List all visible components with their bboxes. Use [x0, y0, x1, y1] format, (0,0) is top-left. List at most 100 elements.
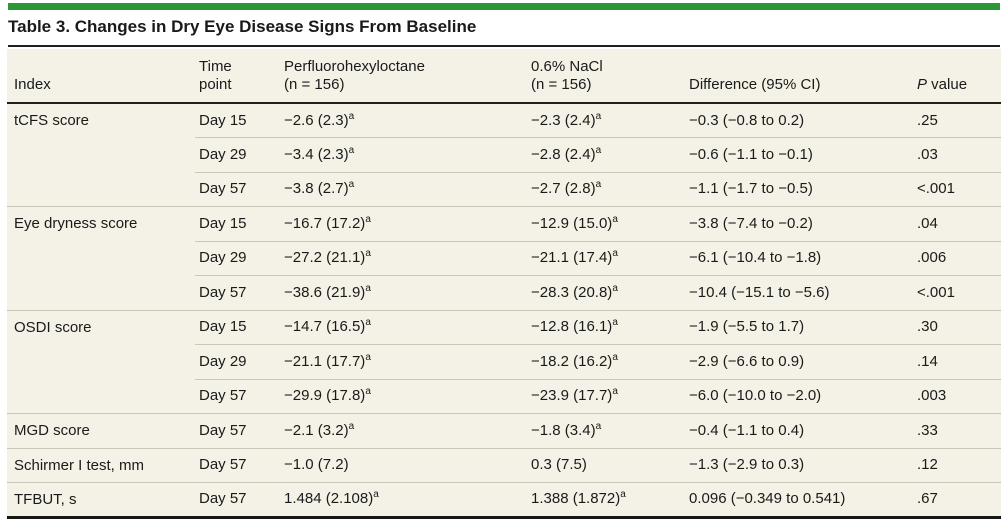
timepoint-cell: Day 57 [195, 447, 280, 483]
col-header-nacl: 0.6% NaCl (n = 156) [527, 49, 685, 104]
timepoint-cell: Day 57 [195, 378, 280, 414]
nacl-cell: 1.388 (1.872)a [527, 482, 685, 517]
difference-cell: −0.4 (−1.1 to 0.4) [685, 413, 913, 448]
timepoint-cell: Day 29 [195, 240, 280, 276]
difference-cell: −2.9 (−6.6 to 0.9) [685, 344, 913, 379]
table-accent-bar [8, 3, 1000, 10]
timepoint-cell: Day 57 [195, 275, 280, 310]
pvalue-cell: .25 [917, 111, 938, 129]
table-row: TFBUT, s Day 57 1.484 (2.108)a 1.388 (1.872… [7, 482, 1001, 517]
table-body: tCFS score Day 15 −2.6 (2.3)a −2.3 (2.4)a −0… [7, 103, 1001, 517]
table-row: Day 57 −3.8 (2.7)a −2.7 (2.8)a −1.1 (−1.7 t… [7, 171, 1001, 207]
footnote-marker: a [612, 282, 618, 294]
footnote-marker: a [348, 110, 355, 122]
footnote-marker: a [365, 351, 371, 363]
timepoint-cell: Day 15 [195, 206, 280, 241]
col-header-difference: Difference (95% CI) [685, 49, 913, 104]
perfluorohexyloctane-cell: −3.8 (2.7)a [280, 171, 527, 207]
nacl-cell: −18.2 (16.2)a [527, 344, 685, 379]
table-row: Day 29 −21.1 (17.7)a −18.2 (16.2)a −2.9 (−6… [7, 344, 1001, 379]
table-row: Schirmer I test, mm Day 57 −1.0 (7.2) 0.3 (… [7, 447, 1001, 483]
footnote-marker: a [365, 248, 371, 260]
col-header-index: Index [7, 49, 195, 104]
table-row: tCFS score Day 15 −2.6 (2.3)a −2.3 (2.4)a −0… [7, 103, 1001, 138]
perfluorohexyloctane-cell: −2.6 (2.3)a [284, 110, 355, 129]
pvalue-cell: .04 [913, 206, 1001, 241]
index-cell: OSDI score [7, 309, 195, 414]
footnote-marker: a [612, 386, 618, 398]
pvalue-cell: .30 [913, 309, 1001, 345]
nacl-cell: −21.1 (17.4)a [527, 240, 685, 276]
index-cell: Eye dryness score [7, 206, 195, 310]
pvalue-cell: .67 [913, 482, 1001, 517]
nacl-cell: −28.3 (20.8)a [527, 275, 685, 310]
table-row: Day 29 −27.2 (21.1)a −21.1 (17.4)a −6.1 (−1… [7, 240, 1001, 276]
perfluorohexyloctane-cell: −2.1 (3.2)a [280, 413, 527, 448]
difference-cell: −0.6 (−1.1 to −0.1) [685, 137, 913, 172]
table-row: Day 29 −3.4 (2.3)a −2.8 (2.4)a −0.6 (−1.1 t… [7, 137, 1001, 172]
table-row: OSDI score Day 15 −14.7 (16.5)a −12.8 (16.1… [7, 309, 1001, 414]
difference-cell: −6.1 (−10.4 to −1.8) [685, 240, 913, 276]
footnote-marker: a [365, 213, 371, 225]
perfluorohexyloctane-cell: −38.6 (21.9)a [280, 275, 527, 310]
perfluorohexyloctane-cell: −27.2 (21.1)a [280, 240, 527, 276]
nacl-cell: −2.8 (2.4)a [527, 137, 685, 172]
footnote-marker: a [612, 351, 618, 363]
col-header-pvalue: P value [913, 49, 1001, 104]
pvalue-cell: <.001 [913, 275, 1001, 310]
pvalue-cell: <.001 [913, 171, 1001, 207]
index-cell: Schirmer I test, mm [7, 447, 195, 483]
footnote-marker: a [612, 248, 618, 260]
footnote-marker: a [348, 144, 355, 156]
nacl-cell: −12.8 (16.1)a [527, 309, 685, 345]
pvalue-cell: .12 [913, 447, 1001, 483]
perfluorohexyloctane-cell: −29.9 (17.8)a [280, 378, 527, 414]
pvalue-rest: value [927, 76, 968, 93]
footnote-marker: a [373, 489, 379, 501]
difference-cell: −6.0 (−10.0 to −2.0) [685, 378, 913, 414]
timepoint-cell: Day 29 [195, 344, 280, 379]
footnote-marker: a [595, 179, 602, 191]
nacl-cell: 0.3 (7.5) [527, 447, 685, 483]
nacl-cell: −2.7 (2.8)a [527, 171, 685, 207]
perfluorohexyloctane-cell: −16.7 (17.2)a [280, 206, 527, 241]
nacl-cell: −2.3 (2.4)a [531, 110, 602, 129]
col-header-perfluorohexyloctane: Perfluorohexyloctane (n = 156) [280, 49, 527, 104]
difference-cell: −10.4 (−15.1 to −5.6) [685, 275, 913, 310]
difference-cell: 0.096 (−0.349 to 0.541) [685, 482, 913, 517]
pvalue-cell: .03 [913, 137, 1001, 172]
nacl-cell: −12.9 (15.0)a [527, 206, 685, 241]
pvalue-cell: .003 [913, 378, 1001, 414]
index-cell: tCFS score [14, 112, 90, 129]
timepoint-cell: Day 57 [195, 482, 280, 517]
table-row: Day 57 −29.9 (17.8)a −23.9 (17.7)a −6.0 (−1… [7, 378, 1001, 414]
index-cell: MGD score [7, 413, 195, 448]
footnote-marker: a [348, 179, 355, 191]
footnote-marker: a [365, 317, 371, 329]
difference-cell: −1.9 (−5.5 to 1.7) [685, 309, 913, 345]
footnote-marker: a [365, 282, 371, 294]
pvalue-cell: .006 [913, 240, 1001, 276]
perfluorohexyloctane-cell: −3.4 (2.3)a [280, 137, 527, 172]
footnote-marker: a [620, 489, 626, 501]
table-row: Eye dryness score Day 15 −16.7 (17.2)a −12.… [7, 206, 1001, 310]
nacl-cell: −1.8 (3.4)a [527, 413, 685, 448]
pvalue-cell: .33 [913, 413, 1001, 448]
table-title: Table 3. Changes in Dry Eye Disease Sign… [8, 17, 477, 36]
dry-eye-signs-table: Index Time point Perfluorohexyloctane (n… [7, 49, 1001, 519]
footnote-marker: a [348, 420, 355, 432]
timepoint-cell: Day 57 [195, 413, 280, 448]
nacl-cell: −23.9 (17.7)a [527, 378, 685, 414]
perfluorohexyloctane-cell: −14.7 (16.5)a [280, 309, 527, 345]
footnote-marker: a [612, 213, 618, 225]
difference-cell: −3.8 (−7.4 to −0.2) [685, 206, 913, 241]
footnote-marker: a [595, 420, 602, 432]
difference-cell: −1.1 (−1.7 to −0.5) [685, 171, 913, 207]
perfluorohexyloctane-cell: 1.484 (2.108)a [280, 482, 527, 517]
pvalue-italic-p: P [917, 76, 928, 93]
timepoint-cell: Day 57 [195, 171, 280, 207]
timepoint-cell: Day 15 [195, 309, 280, 345]
footnote-marker: a [365, 386, 371, 398]
footnote-marker: a [595, 144, 602, 156]
